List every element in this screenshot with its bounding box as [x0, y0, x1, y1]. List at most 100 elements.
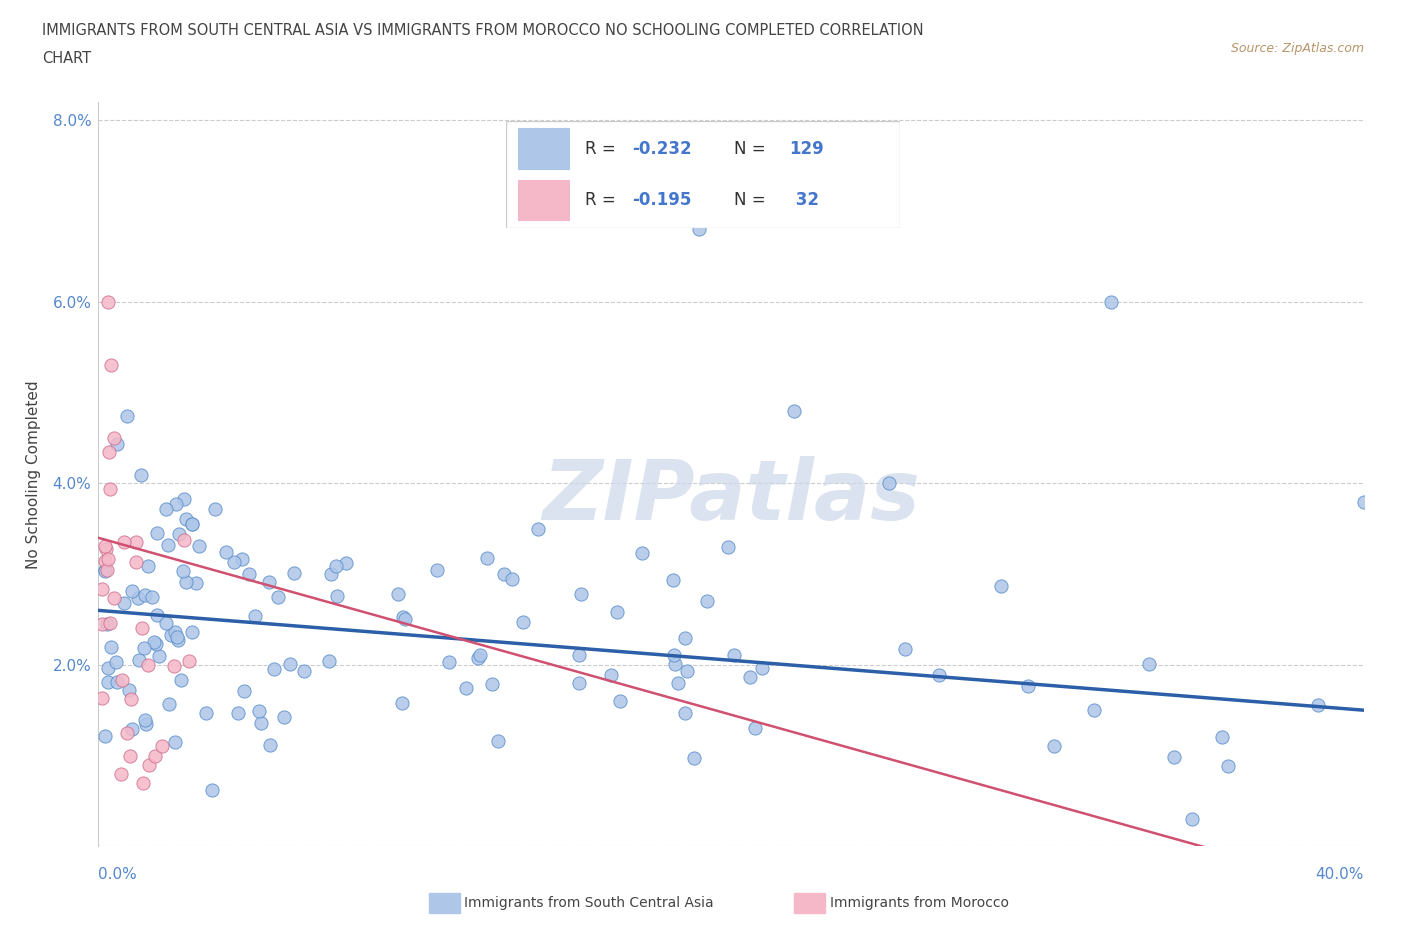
FancyBboxPatch shape	[506, 121, 900, 228]
Text: 32: 32	[790, 191, 818, 209]
Point	[105, 436, 128, 451]
Point	[110, 766, 132, 781]
Text: 0.0%: 0.0%	[98, 867, 138, 882]
Point	[318, 653, 340, 668]
Point	[103, 431, 125, 445]
Point	[215, 544, 238, 559]
Point	[165, 497, 187, 512]
Point	[135, 716, 157, 731]
Point	[631, 546, 654, 561]
Point	[111, 672, 134, 687]
Point	[118, 683, 141, 698]
Point	[228, 705, 250, 720]
Point	[90, 617, 112, 631]
Point	[599, 668, 621, 683]
Point	[568, 647, 591, 662]
Point	[97, 295, 120, 310]
Point	[201, 782, 224, 797]
Point	[294, 664, 316, 679]
Point	[609, 693, 631, 708]
Point	[263, 661, 285, 676]
Point	[326, 589, 349, 604]
Point	[1017, 679, 1039, 694]
Point	[387, 587, 409, 602]
Point	[568, 675, 591, 690]
Text: -0.195: -0.195	[633, 191, 692, 209]
Text: R =: R =	[585, 191, 621, 209]
Point	[121, 584, 143, 599]
Point	[93, 538, 115, 553]
Point	[127, 591, 149, 605]
Point	[155, 501, 177, 516]
Point	[247, 704, 270, 719]
Point	[394, 612, 416, 627]
Point	[146, 525, 169, 540]
Point	[93, 729, 117, 744]
Point	[90, 690, 112, 705]
Point	[117, 408, 139, 423]
Point	[166, 630, 188, 644]
Point	[145, 748, 166, 763]
Point	[98, 616, 121, 631]
Point	[131, 620, 153, 635]
Point	[93, 563, 117, 578]
Point	[325, 558, 347, 573]
Point	[481, 677, 503, 692]
Point	[238, 566, 260, 581]
Point	[167, 632, 190, 647]
Point	[120, 748, 141, 763]
Point	[1181, 812, 1204, 827]
Point	[145, 636, 167, 651]
Point	[494, 566, 516, 581]
Point	[179, 653, 201, 668]
Point	[132, 641, 155, 656]
Point	[250, 715, 273, 730]
Point	[468, 647, 491, 662]
Text: ZIPatlas: ZIPatlas	[543, 456, 920, 538]
Point	[96, 563, 118, 578]
Point	[100, 640, 122, 655]
Point	[163, 735, 186, 750]
Point	[173, 533, 195, 548]
Point	[391, 610, 413, 625]
Point	[1211, 729, 1233, 744]
Text: CHART: CHART	[42, 51, 91, 66]
Point	[157, 697, 180, 711]
Point	[97, 660, 120, 675]
Point	[273, 710, 295, 724]
Point	[98, 482, 121, 497]
Point	[181, 517, 204, 532]
Text: N =: N =	[734, 140, 772, 158]
Text: R =: R =	[585, 140, 621, 158]
Text: -0.232: -0.232	[633, 140, 692, 158]
Point	[150, 739, 173, 754]
Point	[283, 565, 305, 580]
Point	[128, 652, 150, 667]
Point	[1163, 750, 1185, 764]
Point	[98, 445, 121, 459]
Point	[163, 624, 186, 639]
Point	[259, 575, 281, 590]
Point	[1042, 739, 1064, 754]
Point	[231, 551, 253, 566]
Point	[105, 654, 128, 669]
Point	[112, 595, 135, 610]
Point	[172, 564, 194, 578]
Bar	[517, 128, 569, 169]
Point	[894, 642, 917, 657]
Point	[136, 658, 159, 672]
Point	[155, 615, 177, 630]
Point	[103, 591, 125, 605]
Point	[138, 757, 160, 772]
Point	[696, 593, 718, 608]
Point	[181, 625, 204, 640]
Point	[1099, 295, 1122, 310]
Point	[204, 501, 226, 516]
Point	[512, 615, 534, 630]
Point	[176, 575, 198, 590]
Point	[156, 538, 179, 552]
Point	[120, 692, 142, 707]
Point	[186, 576, 208, 591]
Point	[222, 554, 245, 569]
Point	[243, 608, 266, 623]
